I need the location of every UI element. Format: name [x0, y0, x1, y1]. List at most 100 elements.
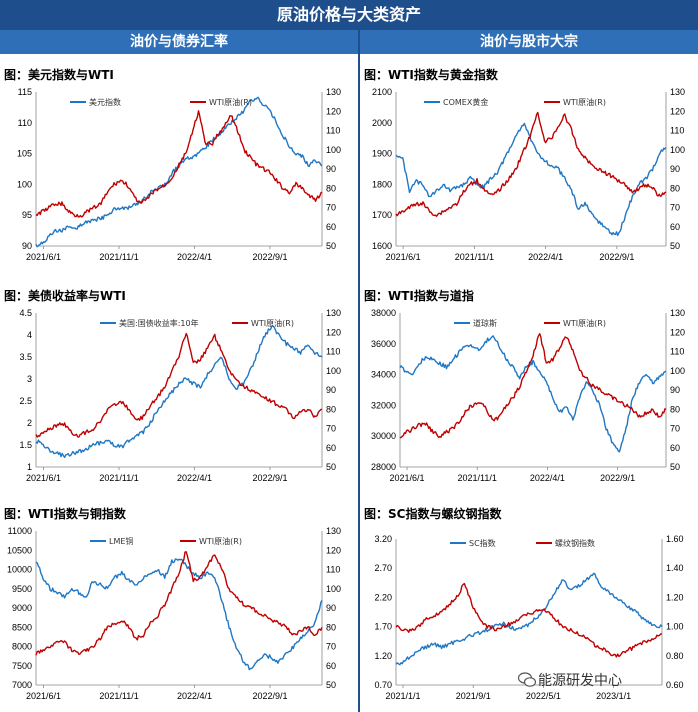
legend-label: WTI原油(R) — [251, 318, 294, 328]
y-left-tick-label: 0.70 — [374, 680, 392, 690]
y-right-tick-label: 60 — [326, 443, 336, 453]
x-tick-label: 2023/1/1 — [596, 691, 631, 701]
legend-label: COMEX黄金 — [443, 97, 488, 107]
y-right-tick-label: 110 — [326, 126, 340, 136]
y-left-tick-label: 100 — [17, 179, 32, 189]
y-right-tick-label: 70 — [326, 424, 336, 434]
y-right-tick-label: 130 — [670, 87, 685, 97]
series-line-secondary — [395, 111, 667, 218]
y-right-tick-label: 60 — [326, 661, 336, 671]
y-left-tick-label: 2 — [27, 418, 32, 428]
y-left-tick-label: 4.5 — [19, 308, 32, 318]
y-right-tick-label: 1.60 — [666, 534, 684, 544]
y-right-tick-label: 130 — [326, 308, 341, 318]
x-tick-label: 2022/9/1 — [252, 252, 287, 262]
y-right-tick-label: 70 — [326, 203, 336, 213]
y-right-tick-label: 120 — [326, 545, 341, 555]
y-right-tick-label: 0.60 — [666, 680, 684, 690]
legend-label: LME铜 — [109, 536, 133, 546]
y-left-tick-label: 28000 — [371, 462, 396, 472]
series-line-secondary — [35, 551, 323, 656]
y-left-tick-label: 4 — [27, 330, 32, 340]
chart-wti-dow: 28000 30000 32000 34000 36000 38000 50 60 70 80 90… — [371, 308, 685, 483]
y-left-tick-label: 2.20 — [374, 592, 392, 602]
chart-wti-copper: 7000 7500 8000 8500 9000 9500 10000 10500 11000 5… — [7, 526, 341, 701]
y-left-tick-label: 7500 — [12, 661, 32, 671]
chart-title-c2: 图：WTI指数与黄金指数 — [364, 68, 498, 82]
series-line-primary — [399, 335, 667, 453]
y-right-tick-label: 120 — [670, 106, 685, 116]
x-tick-label: 2022/9/1 — [599, 252, 634, 262]
y-left-tick-label: 10000 — [7, 565, 32, 575]
y-right-tick-label: 90 — [326, 164, 336, 174]
y-right-tick-label: 80 — [326, 183, 336, 193]
y-right-tick-label: 80 — [326, 622, 336, 632]
y-right-tick-label: 110 — [326, 347, 340, 357]
y-right-tick-label: 120 — [670, 327, 685, 337]
legend-label: WTI原油(R) — [563, 97, 606, 107]
chart-treasury-wti: 1 1.5 2 2.5 3 3.5 4 4.5 50 60 70 80 90 100 110 120 130 20… — [19, 308, 341, 483]
y-right-tick-label: 50 — [670, 241, 680, 251]
section-left-title: 油价与债券汇率 — [0, 30, 358, 54]
y-right-tick-label: 1.40 — [666, 563, 684, 573]
y-right-tick-label: 120 — [326, 106, 341, 116]
y-left-tick-label: 1 — [27, 462, 32, 472]
y-left-tick-label: 2.5 — [19, 396, 32, 406]
x-tick-label: 2021/6/1 — [389, 473, 424, 483]
x-tick-label: 2021/11/1 — [99, 691, 138, 701]
x-tick-label: 2021/6/1 — [26, 473, 61, 483]
y-right-tick-label: 50 — [326, 241, 336, 251]
x-tick-label: 2022/5/1 — [526, 691, 561, 701]
y-left-tick-label: 1.70 — [374, 622, 392, 632]
x-tick-label: 2021/6/1 — [26, 252, 61, 262]
x-tick-label: 2022/4/1 — [528, 252, 563, 262]
y-right-tick-label: 50 — [670, 462, 680, 472]
y-right-tick-label: 130 — [670, 308, 685, 318]
series-line-primary — [395, 122, 667, 237]
y-left-tick-label: 1.20 — [374, 651, 392, 661]
y-left-tick-label: 30000 — [371, 431, 396, 441]
y-right-tick-label: 1.00 — [666, 622, 684, 632]
y-right-tick-label: 90 — [670, 385, 680, 395]
y-left-tick-label: 90 — [22, 241, 32, 251]
series-line-secondary — [395, 582, 662, 658]
x-tick-label: 2021/6/1 — [386, 252, 421, 262]
y-left-tick-label: 1900 — [372, 149, 392, 159]
y-right-tick-label: 70 — [670, 203, 680, 213]
chart-sc-rebar: 0.70 1.20 1.70 2.20 2.70 3.20 0.60 0.80 1.00 1.20… — [374, 534, 684, 701]
y-right-tick-label: 100 — [326, 584, 341, 594]
y-left-tick-label: 10500 — [7, 545, 32, 555]
y-left-tick-label: 11000 — [8, 526, 32, 536]
y-left-tick-label: 7000 — [12, 680, 32, 690]
y-left-tick-label: 2100 — [372, 87, 392, 97]
legend-label: WTI原油(R) — [563, 318, 606, 328]
y-right-tick-label: 80 — [670, 404, 680, 414]
series-line-primary — [395, 572, 663, 666]
legend-label: 道琼斯 — [473, 318, 497, 328]
legend-label: 美国:国债收益率:10年 — [119, 318, 199, 328]
y-right-tick-label: 60 — [670, 443, 680, 453]
y-right-tick-label: 100 — [326, 145, 341, 155]
x-tick-label: 2022/9/1 — [600, 473, 635, 483]
chart-usd-wti: 90 95 100 105 110 115 50 60 70 80 90 100 110 120 130 20… — [17, 87, 341, 262]
chart-title-c3: 图：美债收益率与WTI — [4, 289, 126, 303]
y-left-tick-label: 3.20 — [374, 534, 392, 544]
x-tick-label: 2021/11/1 — [458, 473, 497, 483]
y-right-tick-label: 90 — [326, 603, 336, 613]
x-tick-label: 2022/4/1 — [177, 473, 212, 483]
y-right-tick-label: 100 — [326, 366, 341, 376]
series-line-primary — [35, 558, 323, 671]
y-left-tick-label: 1.5 — [19, 440, 32, 450]
x-tick-label: 2021/11/1 — [99, 473, 138, 483]
column-divider — [358, 30, 360, 712]
y-right-tick-label: 110 — [670, 126, 684, 136]
x-tick-label: 2022/4/1 — [177, 252, 212, 262]
x-tick-label: 2022/4/1 — [530, 473, 565, 483]
y-right-tick-label: 70 — [326, 642, 336, 652]
y-left-tick-label: 95 — [22, 210, 32, 220]
chart-title-c4: 图：WTI指数与道指 — [364, 289, 474, 303]
y-right-tick-label: 60 — [670, 222, 680, 232]
y-right-tick-label: 110 — [670, 347, 684, 357]
y-left-tick-label: 2000 — [372, 118, 392, 128]
y-left-tick-label: 32000 — [371, 400, 396, 410]
